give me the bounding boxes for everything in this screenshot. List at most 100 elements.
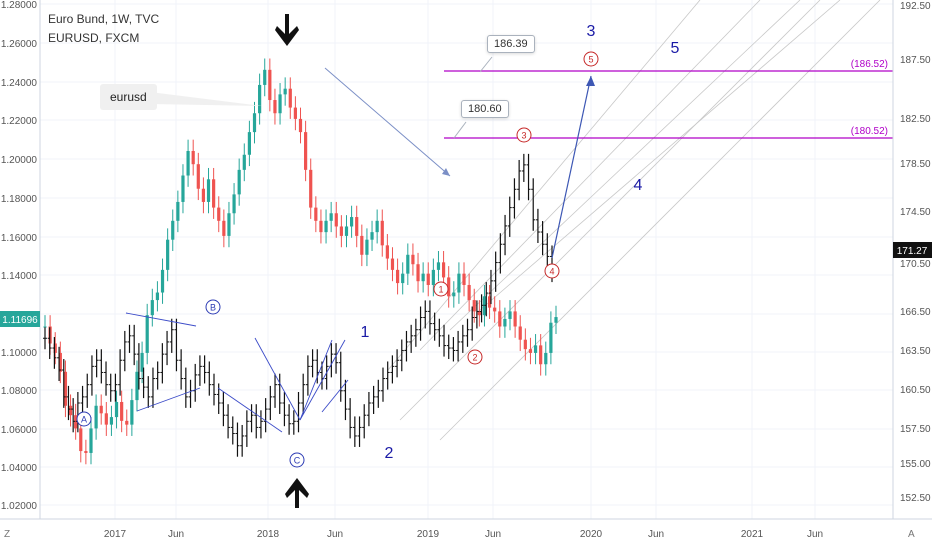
wave-circle-red	[544, 263, 560, 279]
eurusd-candle	[416, 264, 420, 282]
eurusd-candles	[43, 58, 558, 465]
eurusd-candle	[293, 107, 297, 119]
eurusd-candle	[370, 232, 374, 240]
eurusd-candle	[43, 326, 47, 328]
wave-line	[217, 387, 283, 433]
eurusd-candle	[120, 401, 124, 421]
wave-line	[299, 339, 346, 421]
projection-arrow	[324, 67, 451, 177]
x-tick-label: 2019	[417, 529, 440, 540]
right-tick-label: 187.50	[900, 55, 931, 66]
wave-circle-red	[467, 349, 483, 365]
eurusd-candle	[319, 220, 323, 233]
arrow-head	[586, 76, 595, 86]
bund-last-label: 171.27	[897, 246, 928, 257]
legend-main-symbol[interactable]: Euro Bund, 1W, TVC	[48, 12, 160, 26]
left-tick-label: 1.16000	[1, 233, 38, 244]
left-tick-label: 1.24000	[1, 78, 38, 89]
eurusd-candle	[528, 349, 533, 353]
eurusd-candle	[498, 311, 502, 327]
left-tick-label: 1.08000	[1, 386, 38, 397]
eurusd-candle	[186, 150, 190, 176]
right-tick-label: 174.50	[900, 207, 931, 218]
eurusd-candle	[544, 352, 548, 365]
wave-circle-red-text: 2	[472, 353, 477, 363]
channel-line	[449, 0, 801, 331]
wave-circle-red-text: 3	[521, 131, 526, 141]
wave-circle-blue	[76, 411, 92, 427]
eurusd-candle	[237, 169, 241, 195]
wave-line	[136, 387, 201, 412]
eurusd-candle	[385, 245, 389, 259]
eurusd-candle	[125, 420, 129, 425]
eurusd-candle	[360, 235, 364, 255]
wave-circle-blue	[289, 452, 305, 468]
eurusd-candle	[390, 258, 395, 270]
axes: 1.28000 1.26000 1.24000 1.22000 1.20000 1.180…	[0, 0, 932, 540]
left-tick-label: 1.14000	[1, 271, 38, 282]
eurusd-candle	[457, 273, 461, 293]
right-tick-label: 170.50	[900, 259, 931, 270]
x-tick-label: Jun	[485, 529, 501, 540]
bund-last-badge	[893, 242, 932, 258]
arrow-head	[442, 168, 450, 176]
wave-line	[125, 312, 197, 327]
left-axis-area	[0, 0, 40, 519]
right-tick-label: 155.00	[900, 459, 931, 470]
eurusd-candle	[273, 100, 277, 114]
channel-line	[439, 0, 881, 441]
price-note-186[interactable]: 186.39	[487, 35, 535, 53]
wave-label-blue: 5	[671, 40, 680, 57]
eurusd-candle	[258, 84, 262, 114]
wave-labels: 1 2 3 4 5 A B C 1 2 3 4 5	[76, 23, 680, 468]
eurusd-candle	[155, 292, 160, 301]
right-tick-label: 163.50	[900, 346, 931, 357]
eurusd-candle	[554, 317, 558, 323]
eurusd-callout[interactable]: eurusd	[100, 84, 157, 110]
right-tick-label: 166.50	[900, 307, 931, 318]
eurusd-candle	[288, 88, 292, 108]
eurusd-candle	[344, 226, 349, 236]
legend-compare-symbol[interactable]: EURUSD, FXCM	[48, 31, 140, 45]
x-tick-label: 2017	[104, 529, 127, 540]
note-pointer	[479, 56, 493, 73]
eurusd-candle	[365, 239, 369, 255]
up-arrow-icon	[285, 478, 309, 508]
wave-circle-red	[516, 127, 532, 143]
eurusd-candle	[227, 213, 231, 236]
eurusd-candle	[493, 307, 497, 312]
down-arrow-icon	[275, 14, 299, 46]
price-note-180[interactable]: 180.60	[461, 100, 509, 118]
eurusd-candle	[431, 269, 435, 285]
eurusd-candle	[114, 401, 119, 418]
eurusd-candle	[472, 300, 476, 312]
eurusd-candle	[518, 326, 522, 340]
x-tick-label: Jun	[168, 529, 184, 540]
eurusd-candle	[252, 113, 257, 133]
left-tick-label: 1.26000	[1, 39, 38, 50]
eurusd-candle	[355, 217, 359, 236]
x-tick-label: 2018	[257, 529, 280, 540]
eurusd-candle	[166, 239, 170, 270]
drawings: (186.52) (180.52)	[125, 14, 893, 508]
last-price-label: 1.11696	[2, 315, 38, 326]
eurusd-candle	[452, 292, 456, 297]
eurusd-candle	[395, 269, 400, 284]
eurusd-candle	[145, 315, 149, 353]
eurusd-candle	[150, 300, 154, 316]
eurusd-candle	[89, 428, 93, 453]
eurusd-candle	[63, 371, 68, 406]
eurusd-candle	[191, 150, 195, 165]
eurusd-candle	[324, 220, 328, 233]
callout-pointer	[150, 92, 262, 106]
corner-right-icon: A	[908, 529, 915, 540]
eurusd-candle	[298, 118, 303, 133]
left-tick-label: 1.04000	[1, 463, 38, 474]
eurusd-candle	[421, 273, 425, 282]
eurusd-candle	[411, 254, 415, 265]
eurusd-candle	[171, 220, 175, 240]
level-label: (186.52)	[851, 59, 888, 70]
wave-circle-red	[433, 281, 449, 297]
